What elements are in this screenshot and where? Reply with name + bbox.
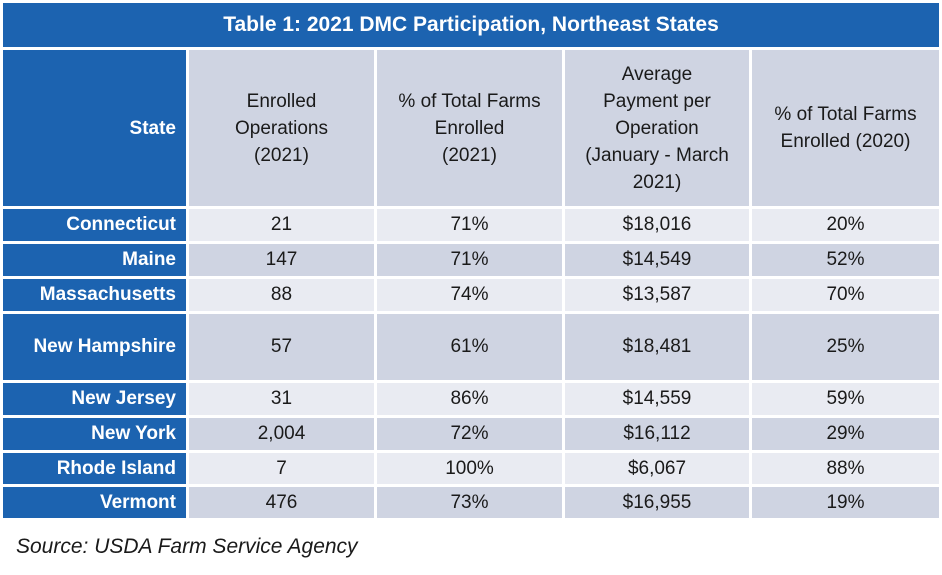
table-row: Maine 147 71% $14,549 52% [3, 244, 939, 279]
enrolled-cell: 2,004 [189, 418, 377, 453]
state-cell: Connecticut [3, 209, 189, 244]
enrolled-cell: 57 [189, 314, 377, 383]
pct2020-cell: 19% [752, 487, 939, 521]
enrolled-cell: 147 [189, 244, 377, 279]
state-cell: Rhode Island [3, 453, 189, 487]
header-pct-enrolled-2021: % of Total Farms Enrolled (2021) [377, 50, 565, 209]
state-cell: Massachusetts [3, 279, 189, 314]
state-cell: Maine [3, 244, 189, 279]
payment-cell: $13,587 [565, 279, 752, 314]
dmc-table-container: Table 1: 2021 DMC Participation, Northea… [3, 3, 939, 521]
state-cell: New York [3, 418, 189, 453]
state-cell: New Hampshire [3, 314, 189, 383]
pct2020-cell: 59% [752, 383, 939, 418]
pct2021-cell: 86% [377, 383, 565, 418]
payment-cell: $16,112 [565, 418, 752, 453]
payment-cell: $14,559 [565, 383, 752, 418]
pct2021-cell: 71% [377, 244, 565, 279]
header-state: State [3, 50, 189, 209]
pct2020-cell: 70% [752, 279, 939, 314]
payment-cell: $18,481 [565, 314, 752, 383]
state-cell: Vermont [3, 487, 189, 521]
enrolled-cell: 7 [189, 453, 377, 487]
enrolled-cell: 88 [189, 279, 377, 314]
enrolled-cell: 476 [189, 487, 377, 521]
enrolled-cell: 31 [189, 383, 377, 418]
pct2020-cell: 88% [752, 453, 939, 487]
table-row: Connecticut 21 71% $18,016 20% [3, 209, 939, 244]
pct2020-cell: 20% [752, 209, 939, 244]
source-note: Source: USDA Farm Service Agency [16, 535, 358, 558]
enrolled-cell: 21 [189, 209, 377, 244]
table-row: New Jersey 31 86% $14,559 59% [3, 383, 939, 418]
state-cell: New Jersey [3, 383, 189, 418]
table-row: Massachusetts 88 74% $13,587 70% [3, 279, 939, 314]
header-average-payment: Average Payment per Operation (January -… [565, 50, 752, 209]
table-title: Table 1: 2021 DMC Participation, Northea… [3, 3, 939, 47]
dmc-participation-table: State Enrolled Operations (2021) % of To… [3, 50, 939, 521]
pct2021-cell: 61% [377, 314, 565, 383]
header-enrolled-operations: Enrolled Operations (2021) [189, 50, 377, 209]
payment-cell: $6,067 [565, 453, 752, 487]
payment-cell: $16,955 [565, 487, 752, 521]
pct2021-cell: 72% [377, 418, 565, 453]
table-row: Vermont 476 73% $16,955 19% [3, 487, 939, 521]
pct2021-cell: 100% [377, 453, 565, 487]
table-row: New York 2,004 72% $16,112 29% [3, 418, 939, 453]
pct2021-cell: 71% [377, 209, 565, 244]
payment-cell: $14,549 [565, 244, 752, 279]
table-row: Rhode Island 7 100% $6,067 88% [3, 453, 939, 487]
pct2020-cell: 52% [752, 244, 939, 279]
header-pct-enrolled-2020: % of Total Farms Enrolled (2020) [752, 50, 939, 209]
header-row: State Enrolled Operations (2021) % of To… [3, 50, 939, 209]
payment-cell: $18,016 [565, 209, 752, 244]
pct2020-cell: 25% [752, 314, 939, 383]
pct2021-cell: 74% [377, 279, 565, 314]
table-row: New Hampshire 57 61% $18,481 25% [3, 314, 939, 383]
pct2020-cell: 29% [752, 418, 939, 453]
pct2021-cell: 73% [377, 487, 565, 521]
